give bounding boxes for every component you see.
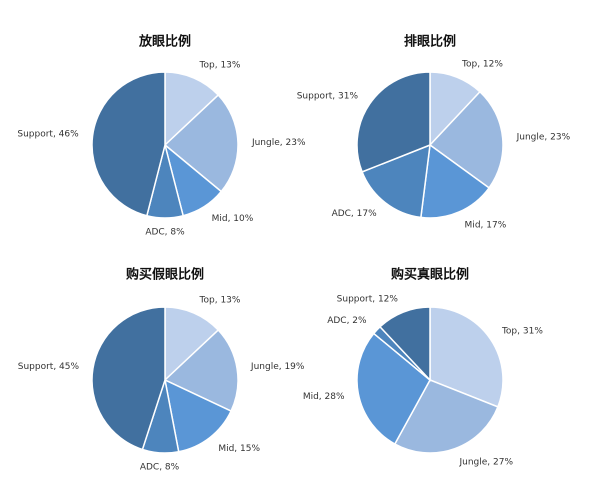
data-label: Support, 45%	[18, 362, 80, 372]
data-label: Top, 12%	[461, 60, 503, 70]
data-label: ADC, 2%	[327, 316, 367, 326]
chart-title: 放眼比例	[138, 34, 191, 50]
pie-slice	[420, 143, 491, 219]
pie-slice	[429, 306, 504, 408]
pie-slice	[428, 90, 504, 189]
pie-slice	[163, 378, 233, 453]
data-label: Support, 46%	[17, 130, 79, 140]
data-label: Top, 31%	[501, 327, 543, 337]
pie-slice	[91, 306, 166, 451]
data-label: Mid, 28%	[303, 392, 345, 402]
chart-title: 购买假眼比例	[126, 267, 204, 283]
pie-slice	[164, 71, 220, 147]
pie-slice	[378, 306, 431, 382]
data-label: Mid, 17%	[465, 220, 507, 230]
chart-title: 排眼比例	[404, 34, 456, 50]
data-label: Jungle, 19%	[250, 362, 305, 372]
pie-slice	[356, 332, 431, 445]
data-label: Top, 13%	[199, 296, 241, 306]
pie-slice	[163, 328, 239, 413]
pie-slice	[163, 93, 239, 193]
data-label: Jungle, 23%	[251, 138, 306, 148]
data-label: Mid, 15%	[218, 444, 260, 454]
data-label: Mid, 10%	[212, 214, 254, 224]
pie-slice	[164, 306, 220, 382]
data-label: Jungle, 27%	[458, 457, 513, 467]
data-label: Jungle, 23%	[516, 132, 571, 142]
data-label: ADC, 8%	[145, 228, 185, 238]
data-label: ADC, 17%	[332, 209, 378, 219]
data-label: Support, 31%	[297, 92, 359, 102]
pie-slice	[91, 71, 166, 217]
data-label: Top, 13%	[199, 61, 241, 71]
chart-title: 购买真眼比例	[391, 267, 469, 283]
data-label: ADC, 8%	[140, 462, 180, 472]
data-label: Support, 12%	[337, 295, 399, 305]
pie-slice	[356, 71, 431, 173]
pie-slice	[361, 143, 431, 219]
